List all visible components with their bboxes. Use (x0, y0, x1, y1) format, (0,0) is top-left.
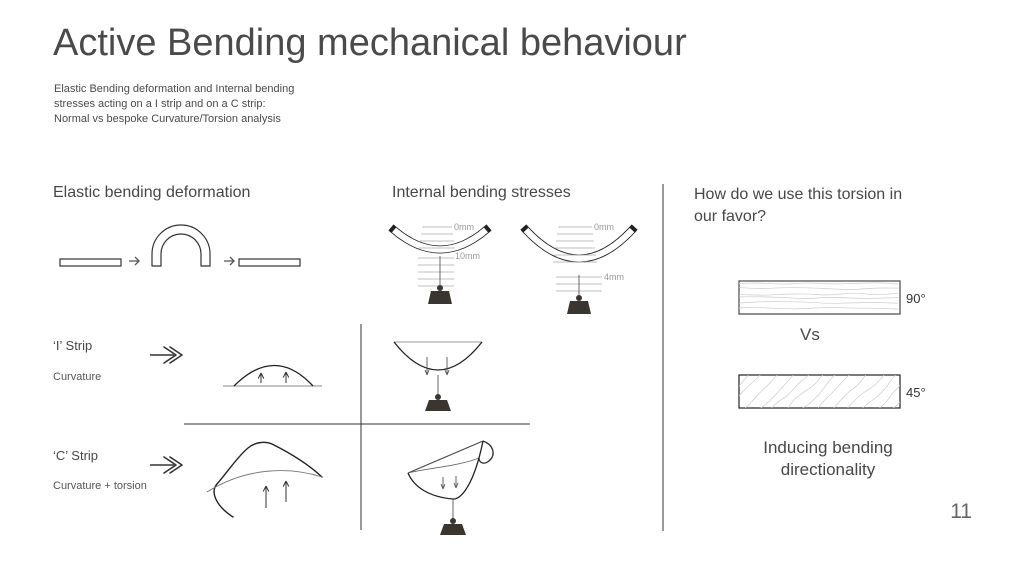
svg-text:0mm: 0mm (594, 222, 614, 232)
svg-text:90°: 90° (906, 291, 926, 306)
svg-text:10mm: 10mm (455, 251, 480, 261)
svg-text:45°: 45° (906, 385, 926, 400)
svg-text:4mm: 4mm (604, 272, 624, 282)
svg-text:0mm: 0mm (454, 222, 474, 232)
